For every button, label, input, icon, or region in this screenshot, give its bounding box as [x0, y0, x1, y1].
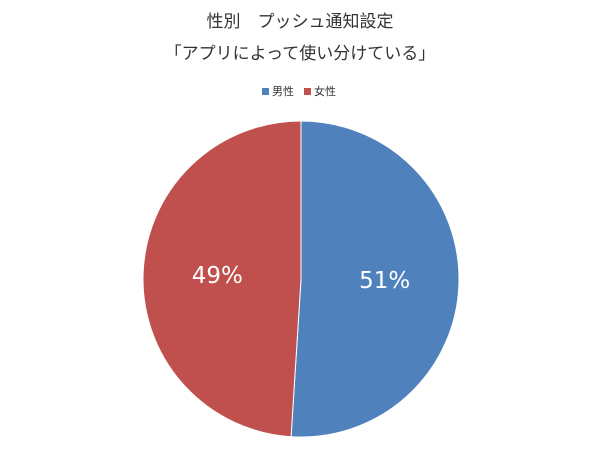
- legend-label: 男性: [272, 84, 294, 98]
- legend-label: 女性: [314, 84, 336, 98]
- legend-swatch: [262, 88, 269, 95]
- pie-slice: [142, 120, 302, 438]
- legend-swatch: [304, 88, 311, 95]
- data-label: 49%: [192, 263, 243, 289]
- chart-title: 性別 プッシュ通知設定: [207, 12, 394, 32]
- data-label: 51%: [359, 268, 410, 294]
- chart-subtitle: 「アプリによって使い分けている」: [165, 43, 436, 64]
- pie-slice: [290, 120, 460, 438]
